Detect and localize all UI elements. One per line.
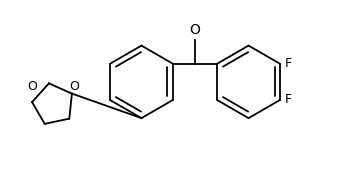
Text: O: O: [69, 81, 79, 94]
Text: F: F: [284, 94, 291, 106]
Text: O: O: [190, 23, 200, 37]
Text: O: O: [27, 81, 37, 94]
Text: F: F: [284, 57, 291, 70]
